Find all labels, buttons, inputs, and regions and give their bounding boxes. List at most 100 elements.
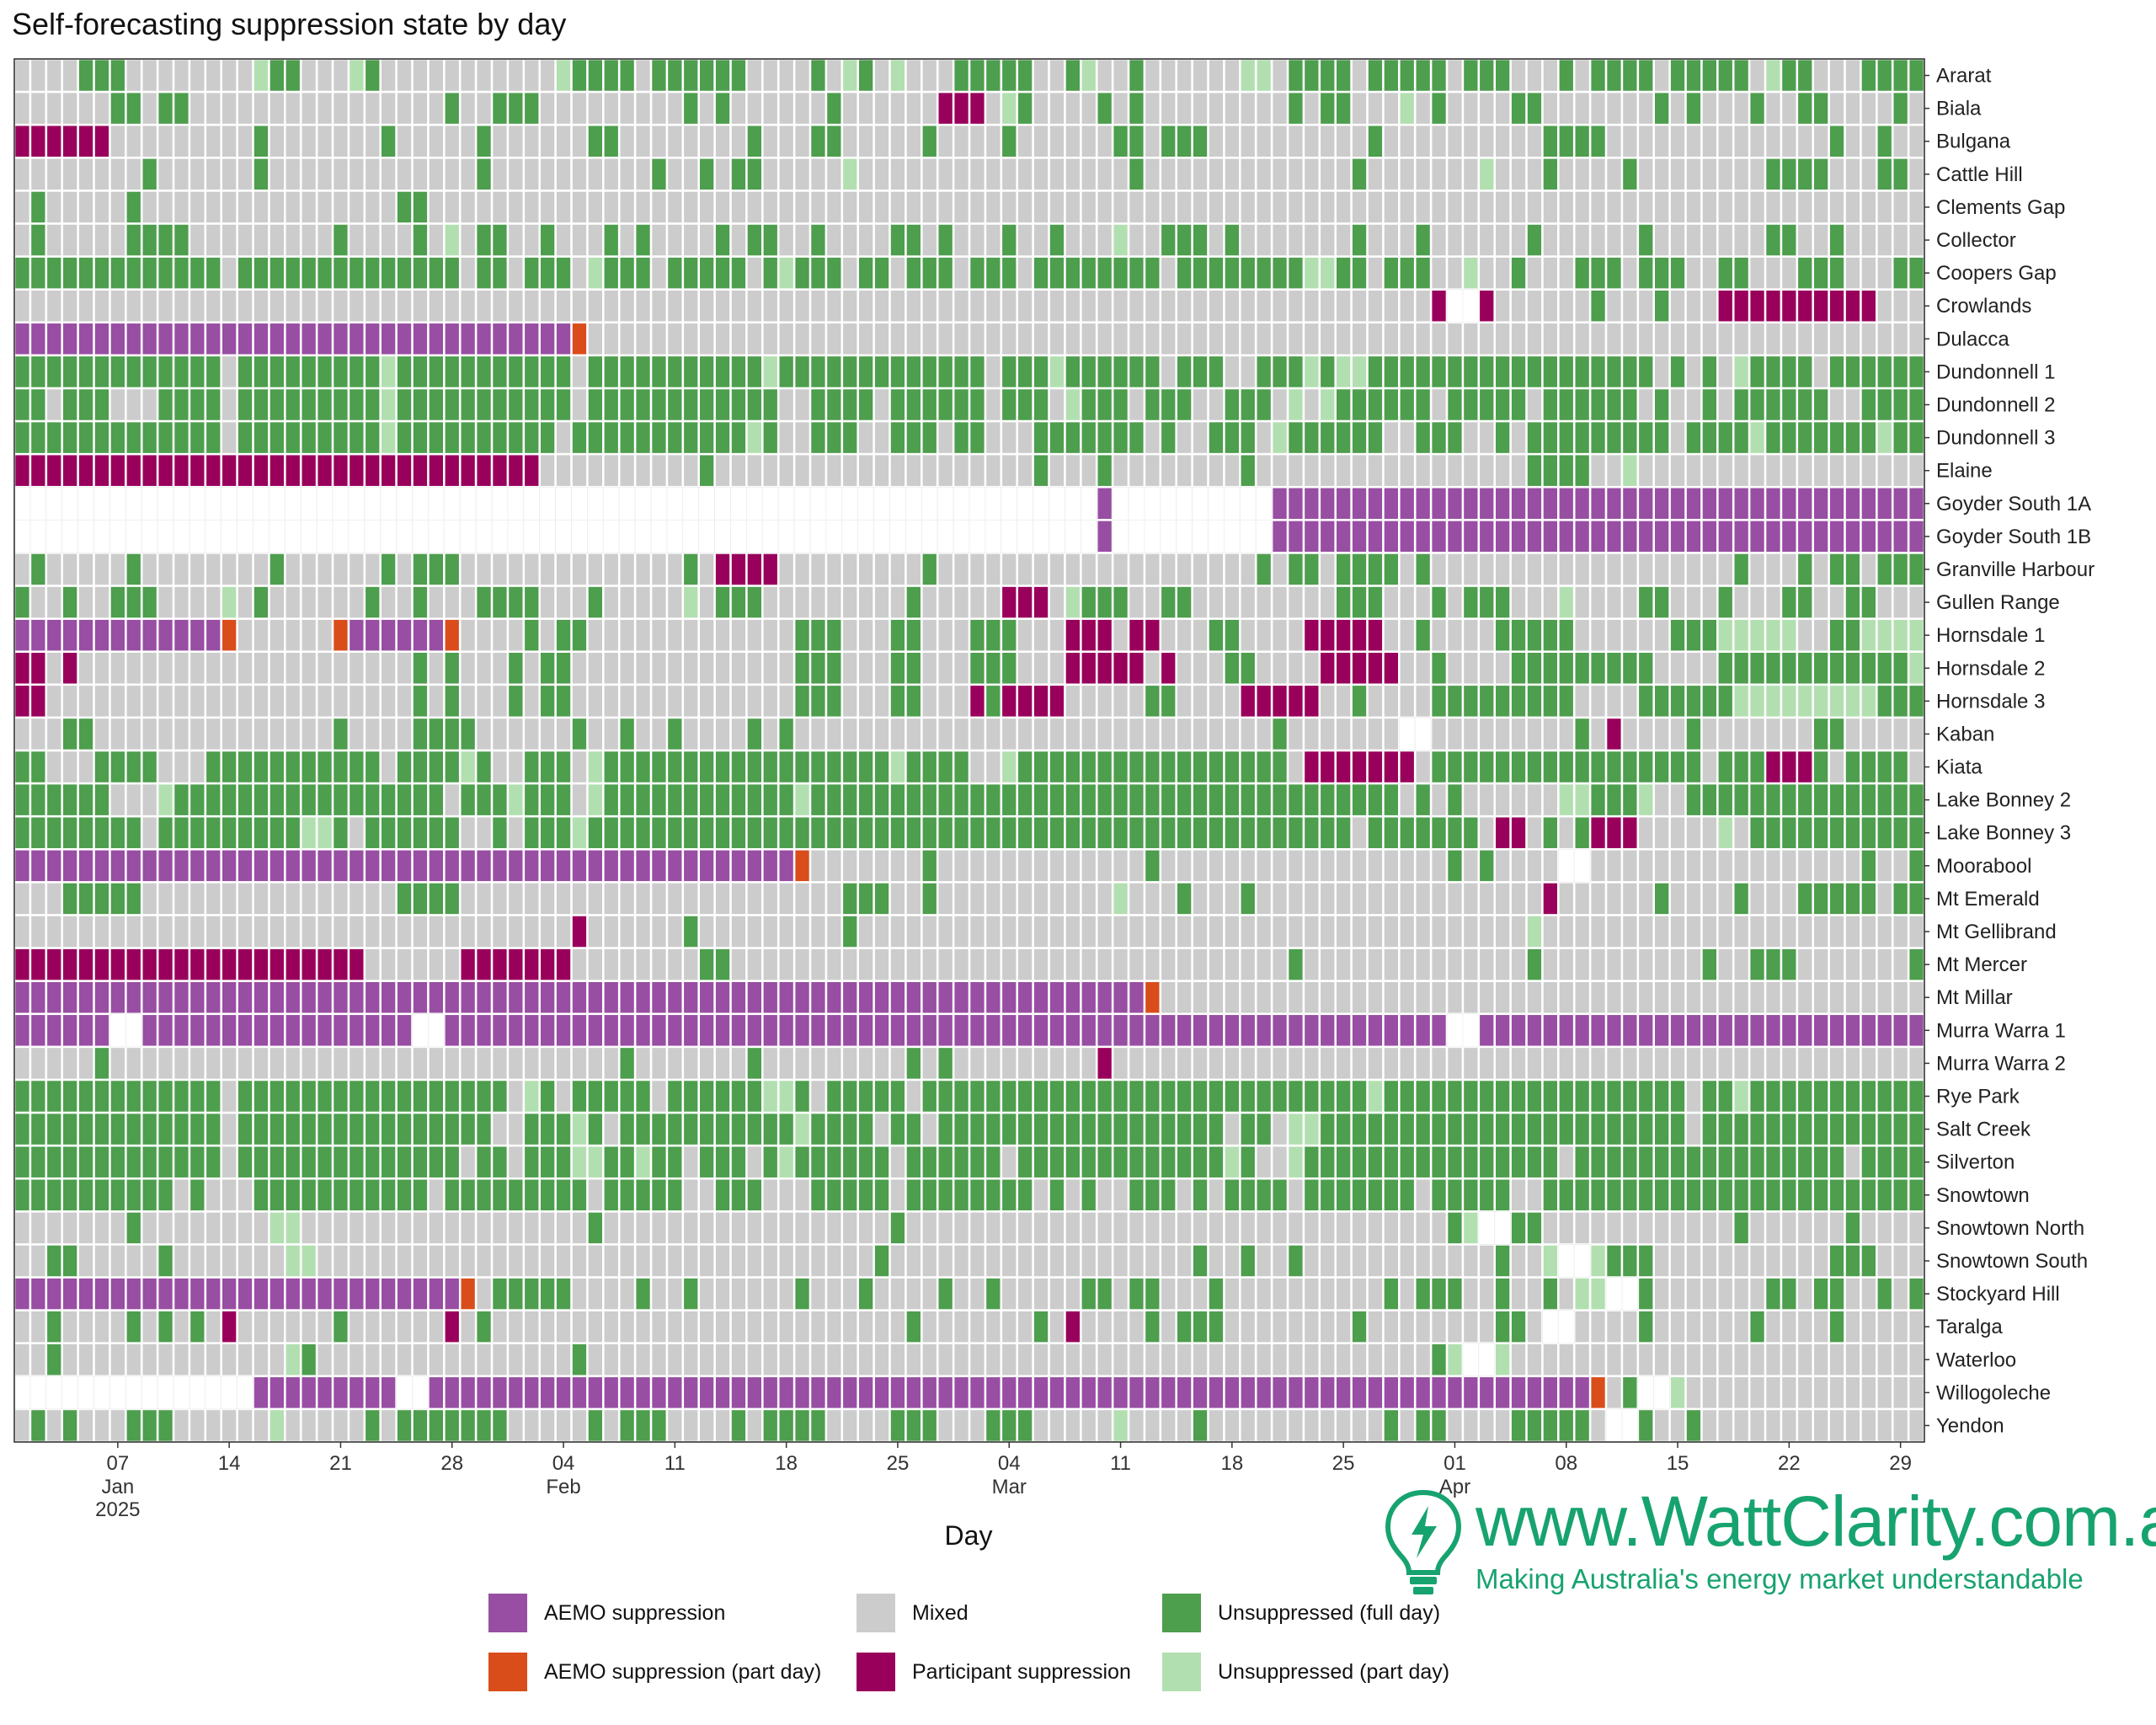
cell bbox=[63, 1278, 77, 1310]
cell bbox=[572, 1179, 587, 1211]
cell-no-data bbox=[396, 519, 413, 553]
cell bbox=[222, 1015, 237, 1046]
cell bbox=[843, 389, 857, 420]
cell bbox=[31, 290, 45, 322]
cell bbox=[397, 356, 412, 387]
cell bbox=[31, 1212, 45, 1244]
cell bbox=[1702, 1212, 1716, 1244]
cell bbox=[1591, 718, 1605, 750]
cell bbox=[222, 1410, 237, 1441]
cell bbox=[1464, 1377, 1478, 1408]
cell bbox=[874, 1245, 889, 1277]
cell bbox=[652, 158, 666, 190]
cell bbox=[843, 126, 857, 157]
cell bbox=[986, 323, 1001, 355]
cell bbox=[1734, 1311, 1748, 1343]
cell bbox=[1400, 521, 1414, 553]
cell bbox=[334, 60, 348, 91]
cell bbox=[1670, 1015, 1685, 1046]
cell bbox=[779, 916, 793, 948]
cell bbox=[1384, 586, 1398, 618]
cell bbox=[78, 60, 93, 91]
cell bbox=[1718, 948, 1732, 980]
cell bbox=[700, 883, 714, 915]
cell bbox=[954, 60, 969, 91]
cell bbox=[1639, 1048, 1653, 1079]
cell bbox=[1893, 686, 1908, 717]
cell bbox=[445, 784, 459, 815]
cell bbox=[1829, 323, 1844, 355]
cell bbox=[461, 60, 475, 91]
cell bbox=[1177, 1410, 1192, 1441]
cell bbox=[1559, 1048, 1573, 1079]
cell bbox=[1814, 686, 1828, 717]
cell-no-data bbox=[268, 486, 286, 521]
cell bbox=[1161, 224, 1176, 256]
cell bbox=[1337, 389, 1351, 420]
cell bbox=[1734, 1212, 1748, 1244]
cell bbox=[1257, 784, 1271, 815]
cell bbox=[1670, 60, 1685, 91]
cell bbox=[1496, 60, 1510, 91]
cell bbox=[652, 323, 666, 355]
cell bbox=[1575, 784, 1589, 815]
cell bbox=[747, 1146, 761, 1178]
cell bbox=[1814, 916, 1828, 948]
cell bbox=[1686, 850, 1701, 882]
cell bbox=[1129, 751, 1144, 782]
cell bbox=[1893, 586, 1908, 618]
cell bbox=[859, 455, 873, 486]
cell bbox=[556, 981, 571, 1013]
cell bbox=[890, 718, 905, 750]
cell bbox=[1113, 257, 1128, 289]
cell bbox=[509, 784, 523, 815]
cell bbox=[1575, 455, 1589, 486]
cell bbox=[1368, 817, 1383, 848]
cell bbox=[445, 718, 459, 750]
row-goyder-south-1b bbox=[1097, 521, 1924, 553]
cell bbox=[461, 323, 475, 355]
cell bbox=[1400, 850, 1414, 882]
cell bbox=[1511, 1114, 1526, 1145]
cell bbox=[1081, 224, 1096, 256]
cell bbox=[604, 356, 618, 387]
cell bbox=[986, 1114, 1001, 1145]
cell bbox=[1448, 1212, 1462, 1244]
cell bbox=[1702, 1179, 1716, 1211]
cell bbox=[1161, 290, 1176, 322]
cell bbox=[461, 619, 475, 651]
cell bbox=[1129, 1212, 1144, 1244]
cell bbox=[47, 586, 61, 618]
cell bbox=[843, 553, 857, 585]
cell bbox=[1177, 653, 1192, 684]
cell bbox=[110, 948, 125, 980]
cell bbox=[1002, 1377, 1017, 1408]
cell bbox=[206, 257, 221, 289]
cell bbox=[1543, 1410, 1557, 1441]
cell bbox=[318, 686, 332, 717]
cell bbox=[1543, 455, 1557, 486]
cell bbox=[859, 1048, 873, 1079]
cell bbox=[922, 817, 937, 848]
cell bbox=[1607, 455, 1621, 486]
cell bbox=[1033, 422, 1049, 453]
cell bbox=[859, 1212, 873, 1244]
cell bbox=[270, 553, 284, 585]
cell bbox=[1018, 1146, 1033, 1178]
cell bbox=[1065, 1114, 1080, 1145]
cell-no-data bbox=[1176, 486, 1193, 521]
cell bbox=[1368, 191, 1383, 223]
cell bbox=[1527, 1081, 1542, 1112]
cell bbox=[1623, 653, 1637, 684]
cell bbox=[366, 323, 380, 355]
cell bbox=[1670, 1311, 1685, 1343]
cell bbox=[1113, 948, 1128, 980]
cell bbox=[110, 718, 125, 750]
cell bbox=[1655, 257, 1669, 289]
cell bbox=[270, 60, 284, 91]
cell bbox=[1416, 619, 1430, 651]
cell bbox=[874, 422, 889, 453]
cell bbox=[270, 93, 284, 124]
cell bbox=[1002, 883, 1017, 915]
cell bbox=[110, 1146, 125, 1178]
